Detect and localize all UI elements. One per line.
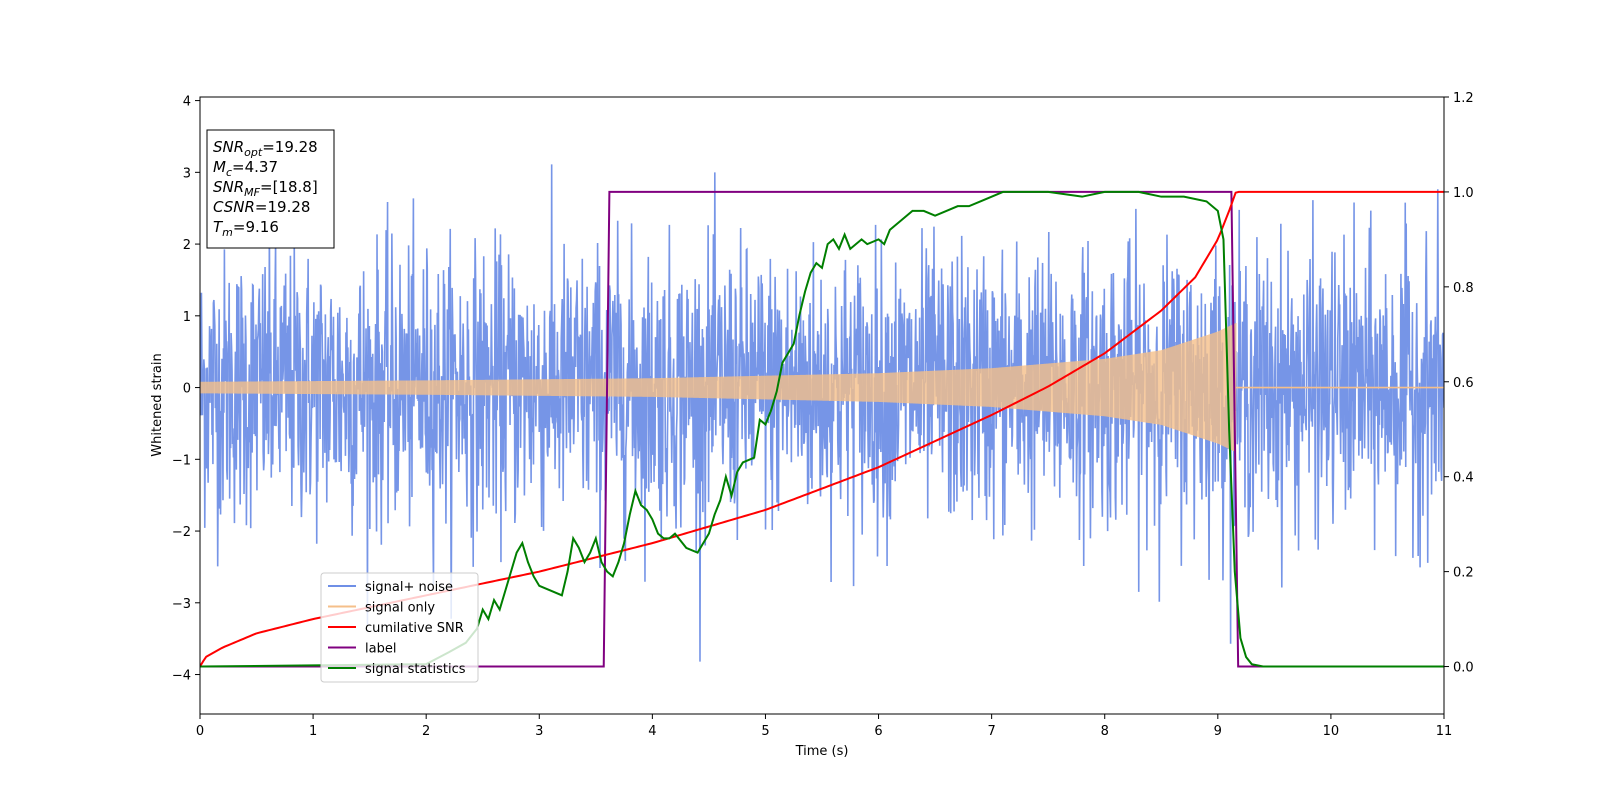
y-right-tick-label: 0.4: [1453, 471, 1474, 486]
plot-frame: [199, 96, 1445, 715]
legend: signal+ noise signal only cumilative SNR la…: [320, 572, 479, 683]
y-right-tick-label: 1.0: [1453, 186, 1474, 201]
y-tick-label: −4: [172, 669, 191, 684]
y-tick-label: −2: [172, 525, 191, 540]
legend-entry-label: label: [365, 642, 396, 657]
y-tick-label: 1: [183, 310, 191, 325]
info-subscript: c: [226, 166, 232, 179]
x-tick-label: 5: [761, 724, 769, 739]
y-axis-right: 0.0 0.2 0.4 0.6 0.8 1.0 1.2: [1444, 91, 1474, 676]
info-box-line: SNRopt=19.28: [213, 138, 318, 159]
info-name: M: [213, 158, 226, 176]
info-subscript: m: [222, 226, 233, 239]
y-tick-label: 2: [183, 238, 191, 253]
x-tick-label: 6: [874, 724, 882, 739]
info-box-line: CSNR=19.28: [213, 198, 310, 216]
info-subscript: MF: [244, 186, 260, 199]
x-tick-label: 1: [309, 724, 317, 739]
x-tick-label: 3: [535, 724, 543, 739]
y-tick-label: 4: [183, 95, 191, 110]
x-tick-label: 4: [648, 724, 656, 739]
plot-area: [200, 164, 1444, 668]
info-name: T: [213, 218, 224, 236]
info-box: SNRopt=19.28Mc=4.37SNRMF=[18.8]CSNR=19.2…: [206, 129, 335, 249]
y-right-tick-label: 0.0: [1453, 661, 1474, 676]
info-value: =4.37: [232, 158, 278, 176]
x-tick-label: 10: [1323, 724, 1340, 739]
x-tick-label: 0: [196, 724, 204, 739]
x-tick-label: 9: [1214, 724, 1222, 739]
y-tick-label: −1: [172, 453, 191, 468]
x-axis: 0 1 2 3 4 5 6 7 8 9 10 11: [196, 714, 1452, 739]
legend-entry-label: cumilative SNR: [365, 621, 464, 636]
legend-frame: [320, 572, 479, 683]
info-name: SNR: [213, 178, 244, 196]
info-value: =19.28: [262, 138, 318, 156]
legend-entry-label: signal+ noise: [365, 580, 453, 595]
series-signal-only-line: [200, 322, 1237, 452]
y-tick-label: 0: [183, 382, 191, 397]
y-right-tick-label: 1.2: [1453, 91, 1474, 106]
series-signal-statistics-line: [200, 190, 1444, 668]
y-axis-left: −4 −3 −2 −1 0 1 2 3 4: [172, 95, 200, 684]
y-right-tick-label: 0.6: [1453, 376, 1474, 391]
legend-entry-label: signal statistics: [365, 662, 466, 677]
x-tick-label: 8: [1101, 724, 1109, 739]
info-name: SNR: [213, 138, 244, 156]
info-value: =[18.8]: [260, 178, 318, 196]
x-tick-label: 11: [1436, 724, 1453, 739]
info-box-frame: [206, 129, 335, 249]
info-box-line: SNRMF=[18.8]: [213, 178, 318, 199]
info-subscript: opt: [244, 146, 263, 159]
info-box-line: Tm=9.16: [213, 218, 279, 239]
x-tick-label: 2: [422, 724, 430, 739]
y-right-tick-label: 0.2: [1453, 566, 1474, 581]
y-axis-label: Whitened strain: [150, 353, 165, 456]
info-value: =9.16: [233, 218, 279, 236]
info-value: =19.28: [255, 198, 311, 216]
y-tick-label: 3: [183, 166, 191, 181]
x-axis-label: Time (s): [795, 744, 849, 759]
info-box-line: Mc=4.37: [213, 158, 278, 179]
legend-entry-label: signal only: [365, 601, 435, 616]
y-tick-label: −3: [172, 597, 191, 612]
y-right-tick-label: 0.8: [1453, 281, 1474, 296]
info-name: CSNR: [213, 198, 255, 216]
x-tick-label: 7: [987, 724, 995, 739]
